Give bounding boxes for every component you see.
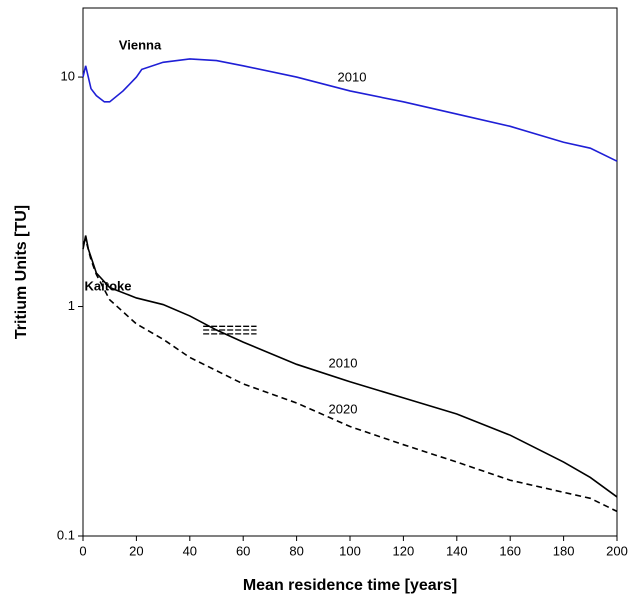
x-tick-label: 140: [446, 543, 468, 558]
series-line: [82, 237, 618, 513]
series-name: Kaitoke: [85, 278, 132, 293]
x-tick-label: 200: [606, 543, 628, 558]
series-line: [82, 235, 618, 498]
y-tick-label: 10: [61, 69, 75, 84]
y-tick-label: 1: [68, 298, 75, 313]
x-tick-label: 0: [79, 543, 86, 558]
plot-frame: [82, 7, 618, 537]
x-tick-label: 80: [289, 543, 303, 558]
series-line: [82, 58, 618, 162]
series-label: 2020: [329, 401, 358, 416]
x-tick-label: 20: [129, 543, 143, 558]
y-axis-title: Tritium Units [TU]: [13, 205, 30, 339]
x-axis-title: Mean residence time [years]: [243, 577, 457, 594]
x-tick-label: 100: [339, 543, 361, 558]
x-tick-label: 120: [393, 543, 415, 558]
series-label: 2010: [329, 355, 358, 370]
x-tick-label: 180: [553, 543, 575, 558]
series-name: Vienna: [119, 37, 162, 52]
x-tick-label: 40: [183, 543, 197, 558]
y-tick-label: 0.1: [57, 527, 75, 542]
series-label: 2010: [338, 69, 367, 84]
x-tick-label: 60: [236, 543, 250, 558]
x-tick-label: 160: [499, 543, 521, 558]
